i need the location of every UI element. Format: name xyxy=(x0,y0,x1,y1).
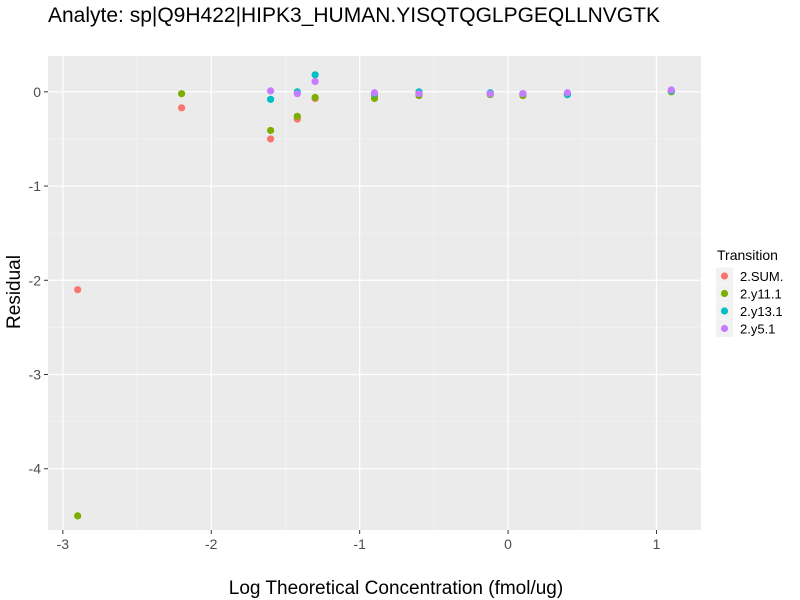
point-2-y5-1 xyxy=(667,86,675,94)
y-tick-label: -3 xyxy=(29,367,42,383)
legend-label: 2.y11.1 xyxy=(740,287,782,302)
y-axis-title: Residual xyxy=(4,255,25,329)
point-2-y13-1 xyxy=(267,95,275,103)
point-2-y5-1 xyxy=(293,90,301,98)
point-2-y11-1 xyxy=(311,93,319,102)
point-2-sum xyxy=(74,286,82,294)
legend-items: 2.SUM. 2.y11.1 2.y13.1 2.y5.1 xyxy=(716,267,783,337)
point-2-y13-1 xyxy=(311,71,319,79)
legend-key xyxy=(720,272,729,280)
point-2-y11-1 xyxy=(267,126,275,135)
point-2-y5-1 xyxy=(563,89,572,97)
y-tick-label: -1 xyxy=(29,178,42,194)
x-tick-label: 0 xyxy=(504,536,512,552)
x-tick-label: -3 xyxy=(57,536,70,552)
point-2-y5-1 xyxy=(415,90,423,98)
x-tick-label: -2 xyxy=(205,536,218,552)
x-axis-title: Log Theoretical Concentration (fmol/ug) xyxy=(229,578,563,599)
x-tick-label: -1 xyxy=(353,536,366,552)
y-tick-label: 0 xyxy=(33,84,41,100)
chart-title: Analyte: sp|Q9H422|HIPK3_HUMAN.YISQTQGLP… xyxy=(48,4,660,27)
point-2-y11-1 xyxy=(293,112,301,120)
plot-panel xyxy=(48,56,701,530)
x-tick-label: 1 xyxy=(653,536,661,552)
point-2-sum xyxy=(267,135,275,143)
legend-key xyxy=(720,289,729,298)
point-2-y5-1 xyxy=(311,77,319,86)
point-2-y5-1 xyxy=(370,89,379,97)
legend: Transition 2.SUM. 2.y11.1 2.y13.1 2.y5.1 xyxy=(716,247,783,337)
x-axis-ticks: -3 -2 -1 0 1 xyxy=(57,530,661,552)
y-axis-ticks: 0 -1 -2 -3 -4 xyxy=(29,84,48,477)
point-2-sum xyxy=(177,104,186,112)
point-2-y11-1 xyxy=(177,90,186,98)
legend-label: 2.y13.1 xyxy=(740,304,783,319)
data-points xyxy=(74,71,675,520)
point-2-y5-1 xyxy=(486,90,494,98)
y-tick-label: -4 xyxy=(29,461,42,477)
point-2-y5-1 xyxy=(267,87,275,95)
legend-label: 2.y5.1 xyxy=(740,322,775,337)
y-tick-label: -2 xyxy=(29,272,42,288)
legend-key xyxy=(720,307,729,315)
point-2-y11-1 xyxy=(74,512,82,520)
point-2-y5-1 xyxy=(519,90,527,98)
legend-key xyxy=(720,324,729,333)
legend-label: 2.SUM. xyxy=(740,269,783,284)
legend-title: Transition xyxy=(717,247,778,263)
